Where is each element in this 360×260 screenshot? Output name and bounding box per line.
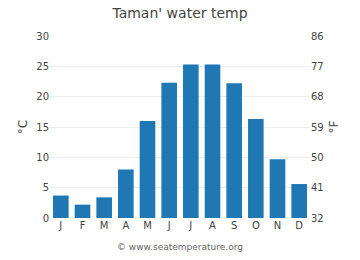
svg-text:86: 86: [311, 31, 324, 42]
svg-text:°F: °F: [327, 120, 341, 133]
svg-text:D: D: [295, 220, 303, 231]
svg-text:°C: °C: [16, 120, 30, 134]
svg-text:41: 41: [311, 182, 324, 193]
svg-text:M: M: [143, 220, 152, 231]
svg-text:10: 10: [36, 152, 49, 163]
svg-text:J: J: [167, 220, 171, 231]
svg-text:S: S: [231, 220, 237, 231]
svg-text:5: 5: [43, 182, 49, 193]
svg-text:© www.seatemperature.org: © www.seatemperature.org: [117, 242, 243, 252]
svg-text:F: F: [80, 220, 86, 231]
svg-text:0: 0: [43, 213, 49, 224]
svg-text:J: J: [58, 220, 62, 231]
svg-text:Taman' water temp: Taman' water temp: [111, 5, 247, 21]
svg-text:N: N: [274, 220, 281, 231]
svg-text:25: 25: [36, 61, 49, 72]
svg-text:32: 32: [311, 213, 324, 224]
svg-text:A: A: [209, 220, 216, 231]
svg-text:O: O: [252, 220, 260, 231]
svg-text:59: 59: [311, 122, 324, 133]
svg-text:20: 20: [36, 91, 49, 102]
svg-text:77: 77: [311, 61, 324, 72]
svg-text:A: A: [122, 220, 129, 231]
svg-text:15: 15: [36, 122, 49, 133]
svg-text:30: 30: [36, 31, 49, 42]
svg-text:J: J: [188, 220, 192, 231]
svg-text:68: 68: [311, 91, 324, 102]
svg-text:M: M: [100, 220, 109, 231]
svg-text:50: 50: [311, 152, 324, 163]
